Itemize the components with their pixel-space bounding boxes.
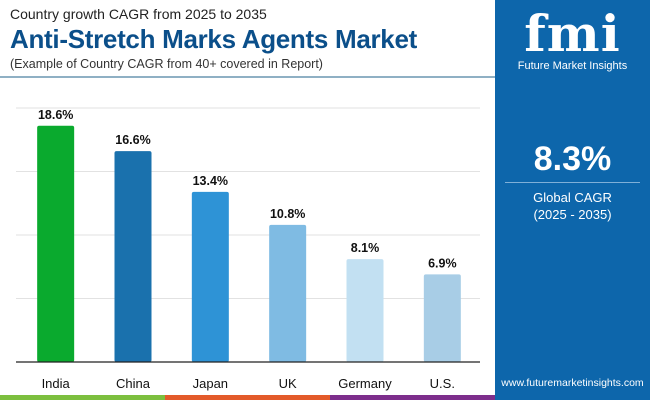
bar-china bbox=[114, 151, 152, 362]
chart-subtitle: Country growth CAGR from 2025 to 2035 bbox=[10, 6, 267, 22]
logo-mark: fmi bbox=[524, 4, 621, 63]
x-tick-label: China bbox=[116, 376, 151, 391]
global-cagr-value: 8.3% bbox=[533, 140, 612, 178]
x-tick-label: Japan bbox=[193, 376, 228, 391]
bottom-stripe-orange bbox=[165, 395, 330, 400]
logo-name: Future Market Insights bbox=[517, 60, 628, 72]
bar-uk bbox=[269, 224, 307, 362]
chart-title: Anti-Stretch Marks Agents Market bbox=[10, 24, 417, 54]
bar-chart: 18.6% India 16.6% China 13.4% Japan 10.8% UK 8.1… bbox=[16, 107, 480, 391]
chart-note: (Example of Country CAGR from 40+ covere… bbox=[10, 57, 323, 71]
data-label: 16.6% bbox=[115, 133, 150, 147]
bar-india bbox=[37, 125, 75, 362]
global-cagr-label: Global CAGR bbox=[533, 190, 612, 205]
data-label: 10.8% bbox=[270, 207, 305, 221]
x-tick-label: India bbox=[42, 376, 71, 391]
data-label: 6.9% bbox=[428, 256, 457, 270]
x-tick-label: Germany bbox=[338, 376, 392, 391]
bar-japan bbox=[191, 191, 229, 362]
data-label: 13.4% bbox=[193, 174, 228, 188]
website-link[interactable]: www.futuremarketinsights.com bbox=[501, 377, 644, 389]
bar-us bbox=[423, 274, 461, 362]
data-label: 18.6% bbox=[38, 108, 73, 122]
header-divider bbox=[0, 76, 495, 78]
bottom-stripe-green bbox=[0, 395, 165, 400]
x-tick-label: UK bbox=[279, 376, 297, 391]
cagr-divider bbox=[505, 182, 640, 183]
x-tick-label: U.S. bbox=[430, 376, 455, 391]
data-label: 8.1% bbox=[351, 241, 380, 255]
bar-germany bbox=[346, 259, 384, 362]
bottom-stripe-purple bbox=[330, 395, 495, 400]
fmi-logo: fmi Future Market Insights bbox=[495, 4, 650, 73]
info-panel: fmi Future Market Insights 8.3% Global C… bbox=[495, 0, 650, 400]
global-cagr-period: (2025 - 2035) bbox=[533, 207, 612, 222]
